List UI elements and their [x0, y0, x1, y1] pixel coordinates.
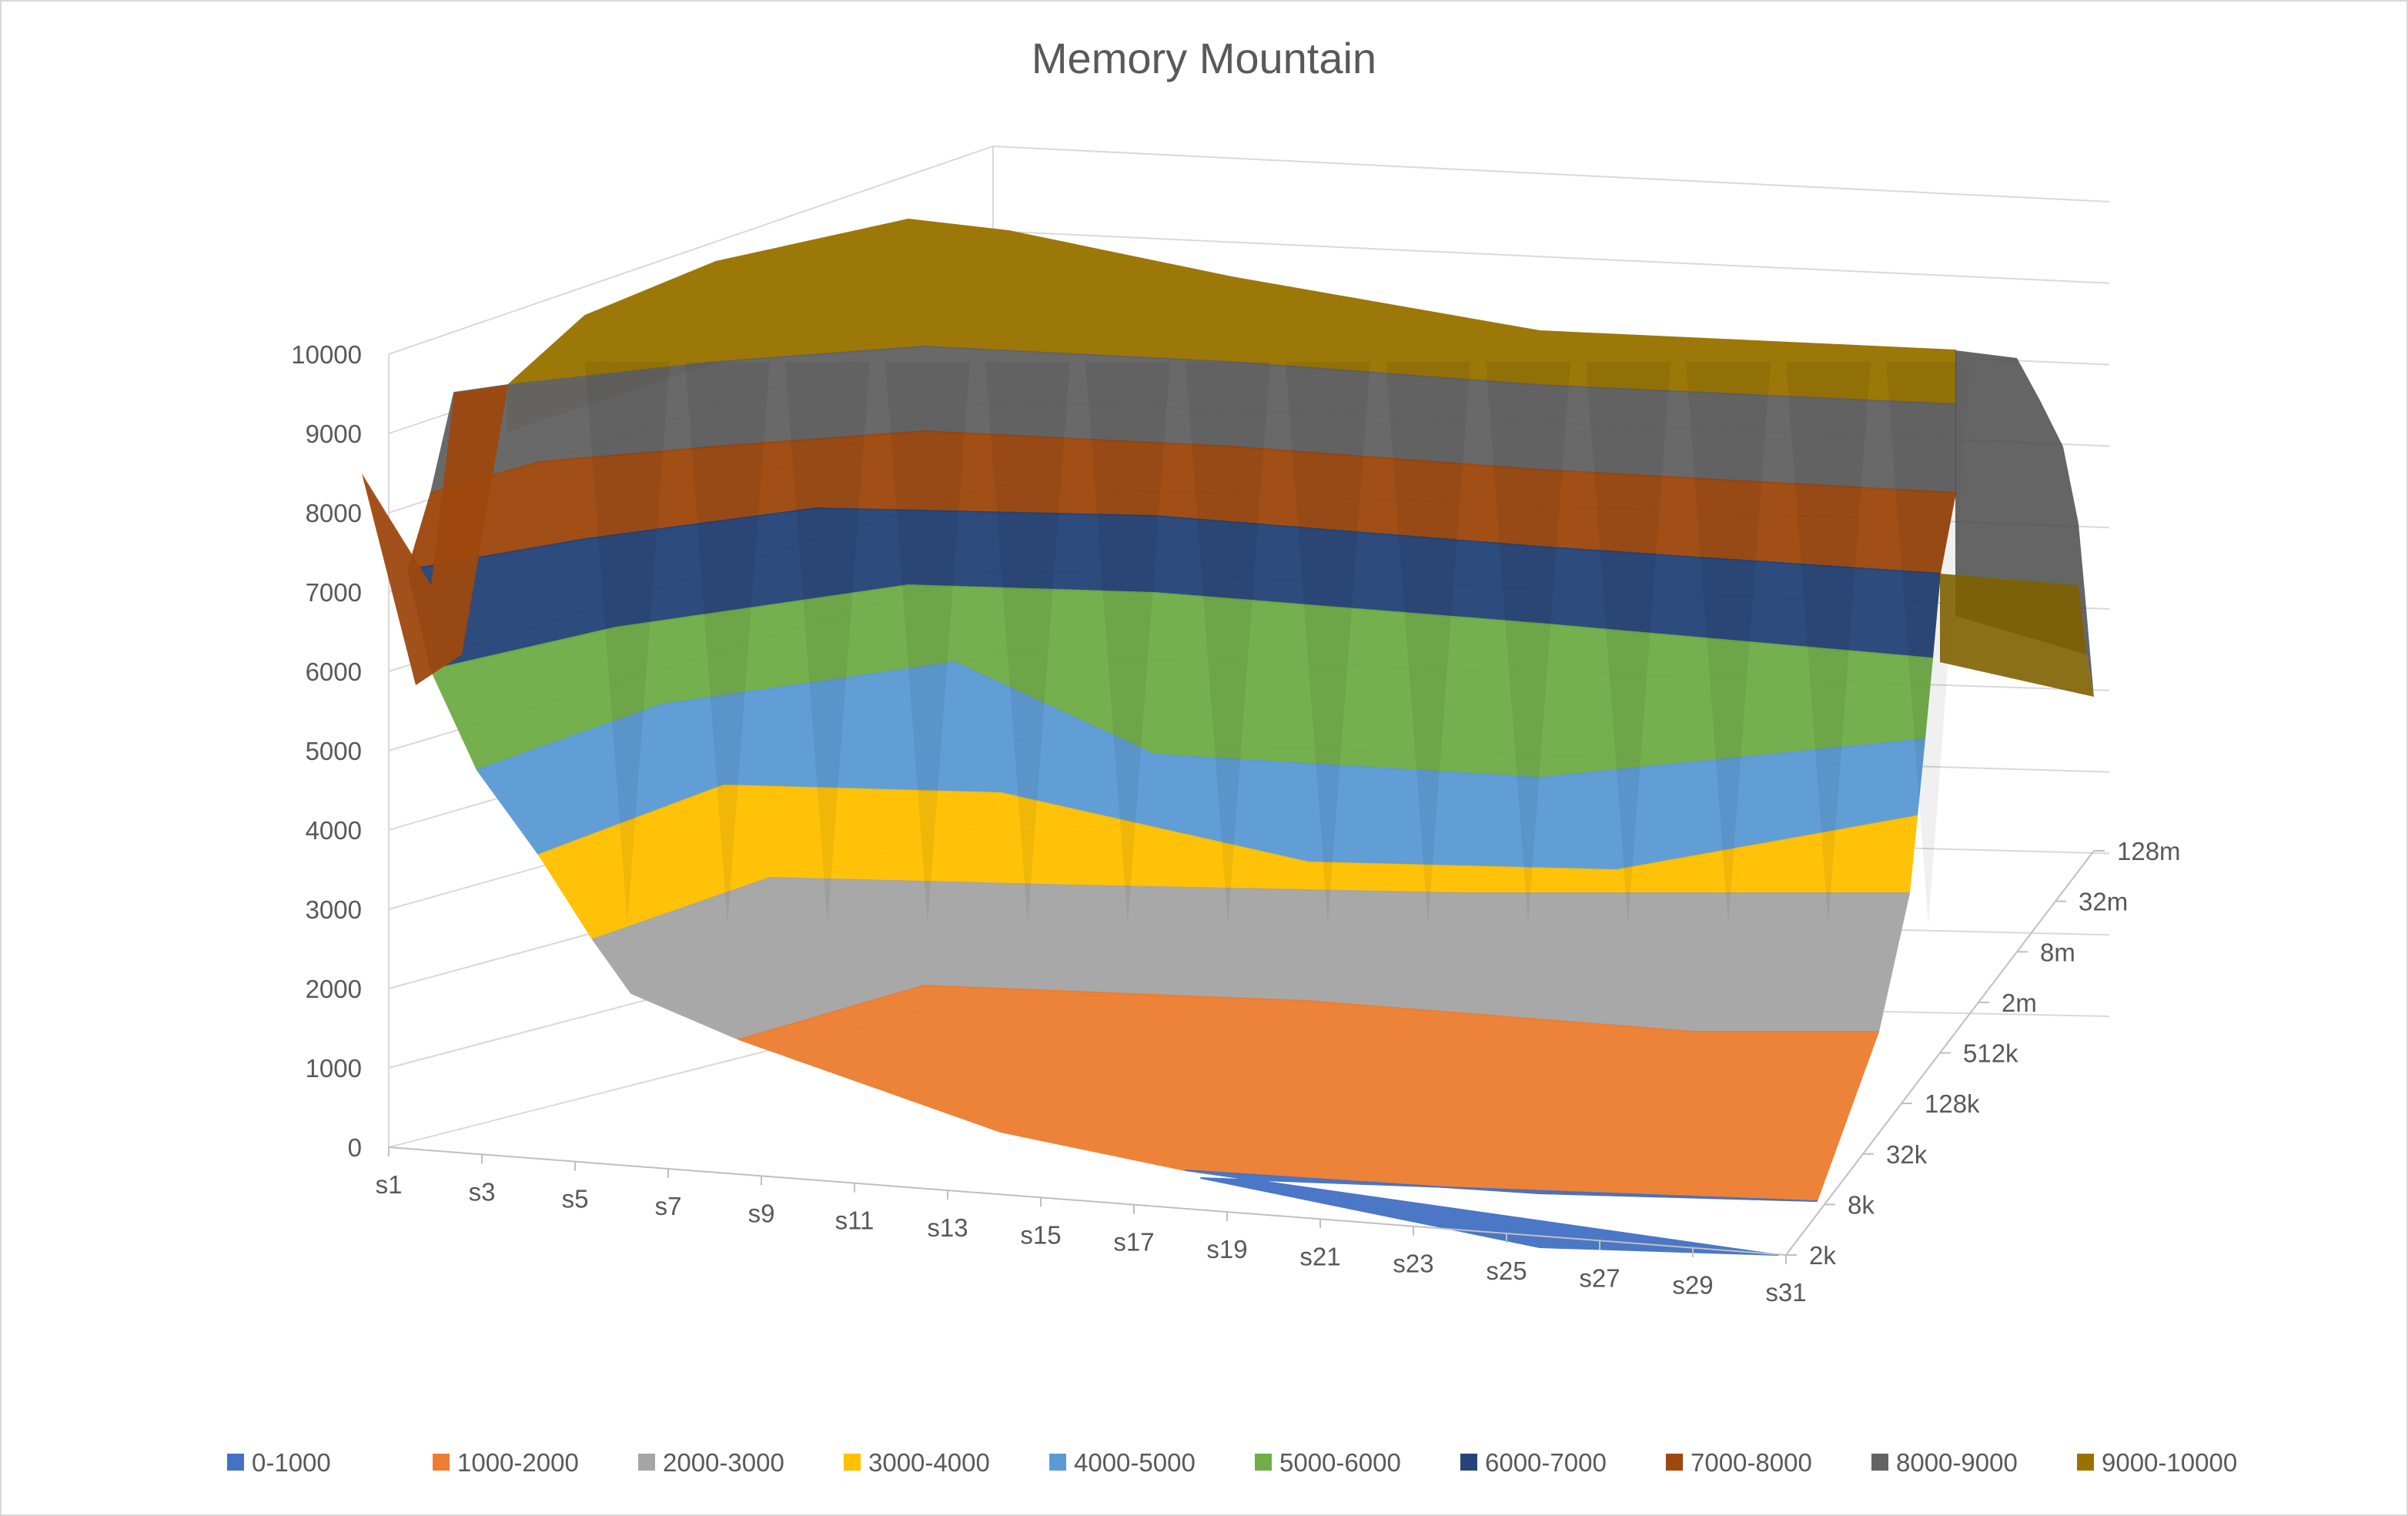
legend-swatch — [1255, 1454, 1272, 1471]
surface-facet — [1486, 362, 1570, 924]
z-tick-label: 10000 — [291, 340, 362, 369]
z-tick-label: 5000 — [306, 737, 362, 765]
legend-item-1000-2000: 1000-2000 — [433, 1448, 579, 1477]
legend-label: 8000-9000 — [1896, 1448, 2018, 1477]
legend-item-7000-8000: 7000-8000 — [1666, 1448, 1812, 1477]
stride-tick-label: s31 — [1765, 1278, 1806, 1307]
surface-plot — [362, 219, 2094, 1256]
z-tick-label: 0 — [348, 1133, 362, 1162]
stride-tick-label: s15 — [1020, 1220, 1061, 1249]
size-tick-label: 128m — [2117, 837, 2181, 865]
stride-tick-label: s17 — [1113, 1228, 1154, 1257]
z-tick-label: 4000 — [306, 816, 362, 845]
legend-label: 5000-6000 — [1279, 1448, 1401, 1477]
legend-swatch — [638, 1454, 655, 1471]
legend-item-0-1000: 0-1000 — [227, 1448, 331, 1477]
surface-left-spike — [362, 385, 508, 685]
size-tick-label: 32k — [1886, 1140, 1928, 1169]
stride-tick-label: s3 — [469, 1177, 496, 1206]
surface-facet — [585, 362, 670, 924]
surface-facet — [885, 362, 970, 924]
legend-item-4000-5000: 4000-5000 — [1049, 1448, 1196, 1477]
stride-tick-label: s13 — [927, 1213, 968, 1242]
size-tick-label: 2m — [2002, 989, 2037, 1017]
legend-label: 9000-10000 — [2102, 1448, 2237, 1477]
surface-facet — [785, 362, 870, 924]
legend-label: 3000-4000 — [868, 1448, 990, 1477]
z-tick-label: 1000 — [306, 1054, 362, 1083]
stride-tick-label: s9 — [748, 1199, 775, 1227]
surface-facet — [1786, 362, 1871, 924]
surface-right-wall-lower — [1940, 574, 2094, 697]
surface-facet — [1586, 362, 1671, 924]
legend-swatch — [1049, 1454, 1066, 1471]
legend-swatch — [1666, 1454, 1683, 1471]
z-tick-label: 9000 — [306, 420, 362, 448]
legend-label: 4000-5000 — [1074, 1448, 1196, 1477]
z-tick-label: 2000 — [306, 975, 362, 1003]
size-tick-label: 128k — [1925, 1089, 1980, 1118]
z-tick-label: 6000 — [306, 658, 362, 686]
stride-tick-label: s19 — [1206, 1235, 1247, 1263]
stride-tick-label: s11 — [835, 1206, 875, 1235]
stride-tick-label: s27 — [1579, 1263, 1620, 1292]
legend-item-9000-10000: 9000-10000 — [2077, 1448, 2237, 1477]
legend-label: 6000-7000 — [1485, 1448, 1607, 1477]
stride-axis: s1 s3 s5 s7 s9 s11 s13 s15 s17 s19 s21 s23 s25 s27 s29… — [376, 1146, 1807, 1307]
size-tick-label: 8k — [1848, 1190, 1875, 1219]
legend-swatch — [1460, 1454, 1477, 1471]
stride-tick-label: s25 — [1486, 1257, 1527, 1285]
stride-tick-label: s21 — [1299, 1242, 1340, 1270]
z-tick-label: 7000 — [306, 578, 362, 607]
legend: 0-1000 1000-2000 2000-3000 3000-4000 4000-50… — [227, 1448, 2237, 1477]
stride-axis-line — [388, 1146, 1787, 1256]
legend-item-6000-7000: 6000-7000 — [1460, 1448, 1607, 1477]
stride-tick-label: s29 — [1672, 1271, 1713, 1300]
surface-facet — [1386, 362, 1470, 924]
legend-label: 7000-8000 — [1691, 1448, 1812, 1477]
stride-tick-label: s1 — [376, 1170, 403, 1199]
legend-swatch — [844, 1454, 861, 1471]
legend-swatch — [227, 1454, 244, 1471]
stride-tick-label: s5 — [562, 1185, 589, 1213]
legend-item-8000-9000: 8000-9000 — [1871, 1448, 2018, 1477]
surface-facet — [1286, 362, 1370, 924]
legend-item-5000-6000: 5000-6000 — [1255, 1448, 1401, 1477]
chart-title: Memory Mountain — [1032, 34, 1376, 82]
legend-item-3000-4000: 3000-4000 — [844, 1448, 990, 1477]
surface-facet — [985, 362, 1070, 924]
size-tick-label: 512k — [1963, 1039, 2018, 1068]
stride-tick-label: s7 — [655, 1192, 682, 1220]
surface-facet — [1686, 362, 1771, 924]
z-tick-label: 3000 — [306, 895, 362, 924]
surface-facet — [685, 362, 770, 924]
z-axis: 0 1000 2000 3000 4000 5000 6000 7000 8000 9000 100… — [291, 340, 362, 1162]
legend-label: 0-1000 — [252, 1448, 331, 1477]
legend-label: 1000-2000 — [457, 1448, 579, 1477]
surface-facet — [1085, 362, 1170, 924]
size-tick-label: 32m — [2079, 888, 2128, 916]
legend-swatch — [2077, 1454, 2094, 1471]
legend-item-2000-3000: 2000-3000 — [638, 1448, 784, 1477]
surface-band-1000-2000 — [738, 985, 1879, 1202]
legend-swatch — [1871, 1454, 1888, 1471]
legend-swatch — [433, 1454, 450, 1471]
size-tick-label: 2k — [1809, 1241, 1836, 1270]
size-tick-label: 8m — [2040, 938, 2075, 966]
surface-facet — [1886, 362, 1971, 924]
surface-facet — [1186, 362, 1270, 924]
legend-label: 2000-3000 — [663, 1448, 784, 1477]
z-tick-label: 8000 — [306, 499, 362, 527]
stride-tick-label: s23 — [1393, 1250, 1433, 1278]
